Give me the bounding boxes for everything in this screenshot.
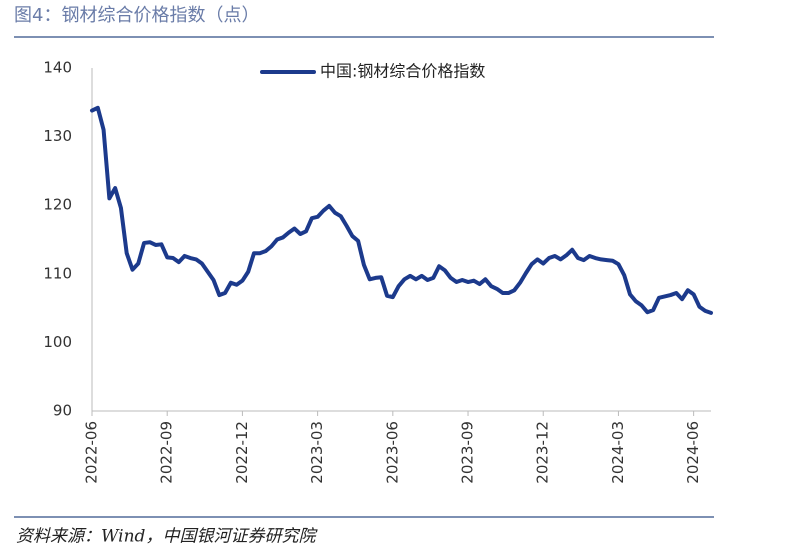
x-tick-label: 2023-12 (534, 421, 552, 484)
x-tick-label: 2022-06 (83, 421, 101, 484)
x-tick-label: 2024-06 (684, 421, 702, 484)
y-tick-label: 120 (43, 196, 72, 214)
x-tick-label: 2023-03 (308, 421, 326, 484)
x-tick-label: 2024-03 (609, 421, 627, 484)
legend-label: 中国:钢材综合价格指数 (320, 62, 485, 81)
series-line (90, 105, 713, 315)
y-tick-label: 140 (43, 59, 72, 77)
x-tick-label: 2022-09 (158, 421, 176, 484)
y-tick-label: 100 (43, 333, 72, 351)
x-tick-label: 2023-06 (383, 421, 401, 484)
y-tick-label: 110 (43, 264, 72, 282)
y-tick-label: 130 (43, 127, 72, 145)
chart-title: 图4：钢材综合价格指数（点） (14, 5, 259, 26)
y-tick-label: 90 (53, 402, 72, 420)
source: 资料来源：Wind，中国银河证券研究院 (16, 527, 318, 547)
x-tick-label: 2023-09 (459, 421, 477, 484)
x-tick-label: 2022-12 (233, 421, 251, 484)
